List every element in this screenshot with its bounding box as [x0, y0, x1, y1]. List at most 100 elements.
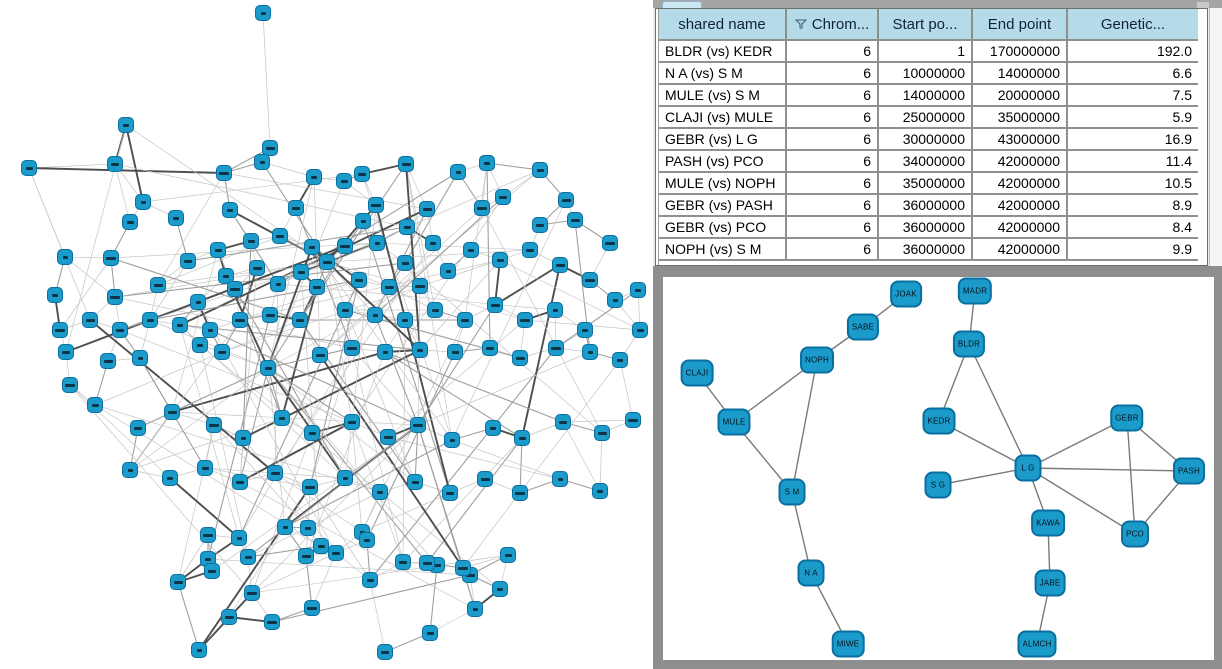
network-node[interactable] — [319, 254, 335, 270]
network-node[interactable] — [397, 255, 413, 271]
network-edge[interactable] — [326, 261, 421, 351]
table-cell[interactable]: 42000000 — [973, 195, 1068, 217]
network-edge[interactable] — [326, 169, 541, 263]
network-node[interactable] — [304, 239, 320, 255]
network-edge[interactable] — [234, 288, 346, 479]
network-node[interactable] — [399, 219, 415, 235]
network-edge[interactable] — [239, 481, 476, 610]
network-node[interactable] — [270, 276, 286, 292]
network-node[interactable] — [412, 342, 428, 358]
network-node-sabe[interactable]: SABE — [846, 313, 880, 341]
network-edge[interactable] — [486, 162, 491, 349]
table-cell[interactable]: 30000000 — [879, 129, 973, 151]
network-edge[interactable] — [267, 367, 286, 528]
network-node-gebr[interactable]: GEBR — [1110, 404, 1144, 432]
network-node[interactable] — [264, 614, 280, 630]
network-edge[interactable] — [417, 424, 464, 569]
network-node[interactable] — [344, 414, 360, 430]
table-cell[interactable]: 6 — [787, 85, 879, 107]
network-node[interactable] — [221, 609, 237, 625]
network-edge[interactable] — [228, 486, 311, 618]
network-edge[interactable] — [384, 351, 523, 439]
table-cell[interactable]: GEBR (vs) PCO — [659, 217, 787, 239]
network-edge[interactable] — [351, 421, 363, 533]
network-edge[interactable] — [499, 259, 641, 331]
network-edge[interactable] — [1027, 467, 1190, 472]
network-node[interactable] — [492, 252, 508, 268]
network-edge[interactable] — [361, 492, 451, 533]
network-node[interactable] — [87, 397, 103, 413]
table-cell[interactable]: 35000000 — [973, 107, 1068, 129]
network-node[interactable] — [232, 474, 248, 490]
network-node[interactable] — [292, 312, 308, 328]
network-node[interactable] — [304, 425, 320, 441]
network-node[interactable] — [262, 307, 278, 323]
network-node[interactable] — [112, 322, 128, 338]
network-node-s-m[interactable]: S M — [778, 478, 806, 506]
network-edge[interactable] — [619, 359, 634, 421]
network-node[interactable] — [313, 538, 329, 554]
network-edge[interactable] — [451, 199, 567, 441]
table-cell[interactable]: 6 — [787, 195, 879, 217]
table-cell[interactable]: 6.6 — [1068, 63, 1198, 85]
network-edge[interactable] — [366, 351, 456, 541]
network-node[interactable] — [306, 169, 322, 185]
network-node[interactable] — [412, 278, 428, 294]
network-node[interactable] — [419, 555, 435, 571]
network-edge[interactable] — [209, 329, 419, 426]
network-node[interactable] — [300, 520, 316, 536]
network-node[interactable] — [328, 545, 344, 561]
network-node[interactable] — [422, 625, 438, 641]
network-node-joak[interactable]: JOAK — [890, 280, 922, 308]
network-node[interactable] — [260, 360, 276, 376]
table-cell[interactable]: 36000000 — [879, 239, 973, 261]
network-node[interactable] — [582, 272, 598, 288]
network-edge[interactable] — [267, 176, 315, 369]
network-edge[interactable] — [387, 436, 561, 480]
network-edge[interactable] — [213, 424, 309, 529]
network-edge[interactable] — [69, 384, 171, 479]
network-edge[interactable] — [429, 564, 438, 634]
column-header-end-point[interactable]: End point — [973, 9, 1068, 41]
network-node[interactable] — [200, 527, 216, 543]
network-node[interactable] — [262, 140, 278, 156]
network-edge[interactable] — [295, 207, 353, 349]
network-node[interactable] — [202, 322, 218, 338]
network-edge[interactable] — [555, 289, 639, 349]
network-node-kawa[interactable]: KAWA — [1031, 509, 1065, 537]
network-node[interactable] — [191, 642, 207, 658]
table-cell[interactable]: 170000000 — [973, 41, 1068, 63]
table-cell[interactable]: MULE (vs) NOPH — [659, 173, 787, 195]
network-node[interactable] — [630, 282, 646, 298]
network-edge[interactable] — [28, 167, 225, 174]
network-node[interactable] — [547, 302, 563, 318]
table-cell[interactable]: 192.0 — [1068, 41, 1198, 63]
network-node[interactable] — [122, 214, 138, 230]
network-node[interactable] — [336, 173, 352, 189]
network-node[interactable] — [243, 233, 259, 249]
network-edge[interactable] — [519, 437, 523, 494]
network-edge[interactable] — [149, 319, 269, 369]
column-header-chrom[interactable]: Chrom... — [787, 9, 879, 41]
table-cell[interactable]: 5.9 — [1068, 107, 1198, 129]
network-edge[interactable] — [137, 367, 269, 429]
network-edge[interactable] — [251, 432, 313, 594]
network-node[interactable] — [625, 412, 641, 428]
network-node[interactable] — [355, 213, 371, 229]
table-cell[interactable]: 6 — [787, 217, 879, 239]
network-edge[interactable] — [305, 351, 386, 557]
network-edge[interactable] — [119, 329, 353, 423]
filter-icon[interactable] — [794, 19, 807, 29]
network-edge[interactable] — [197, 301, 337, 554]
table-cell[interactable]: 1 — [879, 41, 973, 63]
table-cell[interactable]: 14000000 — [973, 63, 1068, 85]
network-node[interactable] — [82, 312, 98, 328]
network-edge[interactable] — [177, 424, 215, 583]
network-node-kedr[interactable]: KEDR — [922, 407, 956, 435]
network-edge[interactable] — [379, 491, 501, 590]
network-canvas-overview[interactable] — [0, 0, 653, 669]
network-node[interactable] — [216, 165, 232, 181]
network-node-l-g[interactable]: L G — [1014, 454, 1042, 482]
network-edge[interactable] — [129, 367, 269, 471]
network-edge[interactable] — [59, 257, 112, 331]
